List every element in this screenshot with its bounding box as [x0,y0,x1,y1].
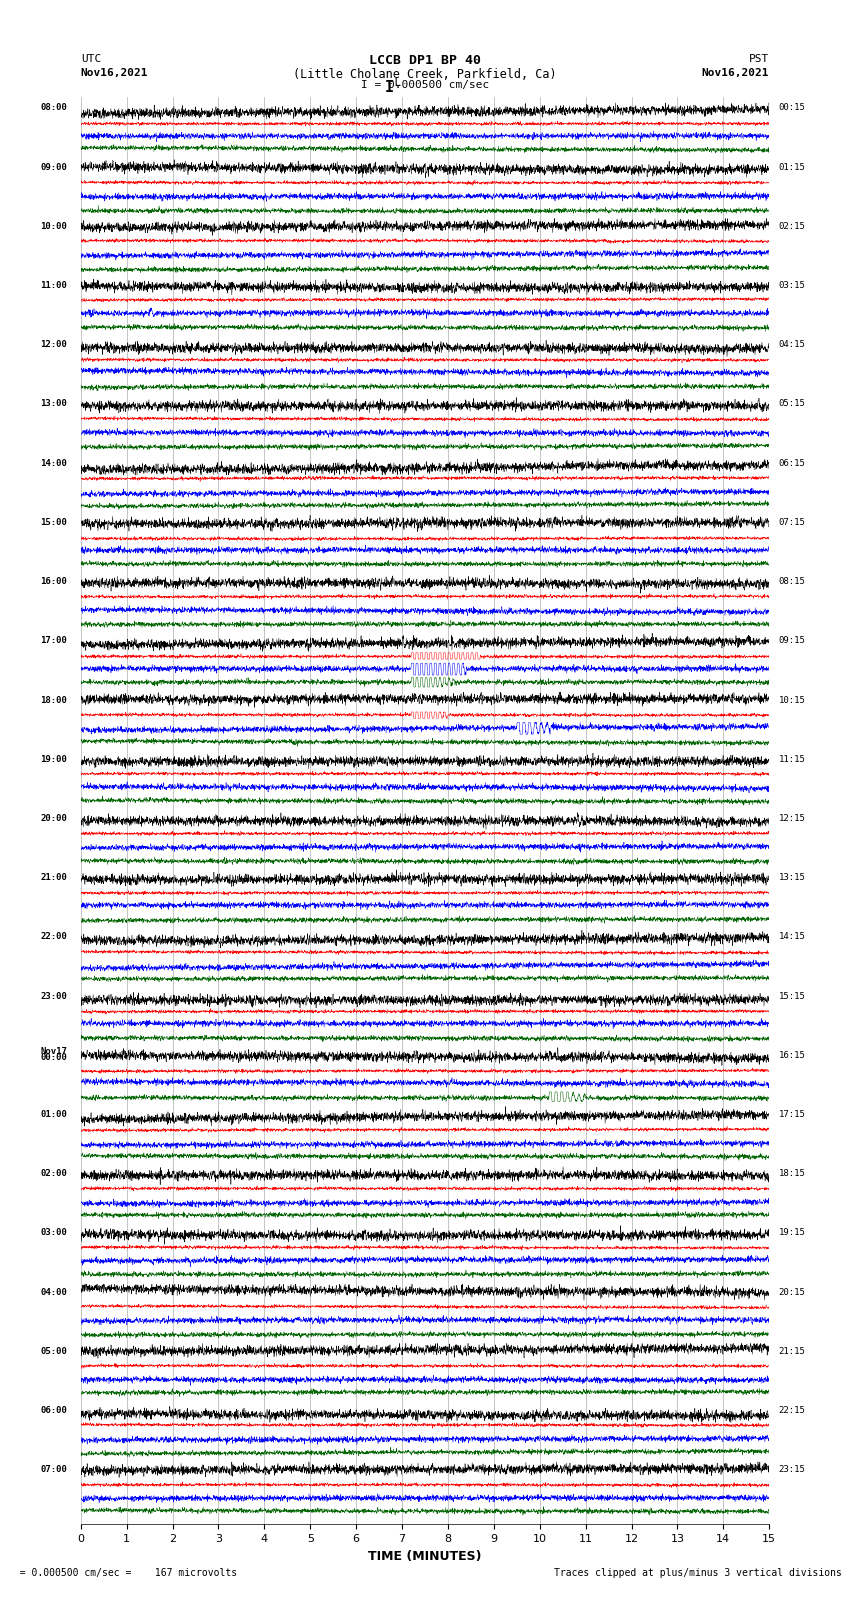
Text: 13:00: 13:00 [40,400,67,408]
Text: 15:00: 15:00 [40,518,67,527]
Text: (Little Cholane Creek, Parkfield, Ca): (Little Cholane Creek, Parkfield, Ca) [293,68,557,81]
Text: 09:00: 09:00 [40,163,67,171]
Text: 13:15: 13:15 [779,873,805,882]
Text: 00:00: 00:00 [40,1053,67,1061]
Text: 08:00: 08:00 [40,103,67,113]
Text: 22:00: 22:00 [40,932,67,942]
Text: 20:00: 20:00 [40,815,67,823]
Text: Traces clipped at plus/minus 3 vertical divisions: Traces clipped at plus/minus 3 vertical … [553,1568,842,1578]
Text: 23:15: 23:15 [779,1465,805,1474]
Text: 06:15: 06:15 [779,458,805,468]
Text: 18:15: 18:15 [779,1169,805,1177]
Text: PST: PST [749,53,769,65]
Text: 07:15: 07:15 [779,518,805,527]
Text: UTC: UTC [81,53,101,65]
Text: 11:00: 11:00 [40,281,67,290]
Text: 17:15: 17:15 [779,1110,805,1119]
Text: 05:00: 05:00 [40,1347,67,1357]
Text: 10:15: 10:15 [779,695,805,705]
X-axis label: TIME (MINUTES): TIME (MINUTES) [368,1550,482,1563]
Text: 16:00: 16:00 [40,577,67,586]
Text: Nov16,2021: Nov16,2021 [81,68,148,77]
Text: 12:15: 12:15 [779,815,805,823]
Text: Nov17: Nov17 [40,1047,67,1057]
Text: 04:00: 04:00 [40,1287,67,1297]
Text: 21:00: 21:00 [40,873,67,882]
Text: 06:00: 06:00 [40,1407,67,1415]
Text: LCCB DP1 BP 40: LCCB DP1 BP 40 [369,53,481,68]
Text: I = 0.000500 cm/sec: I = 0.000500 cm/sec [361,79,489,90]
Text: 19:00: 19:00 [40,755,67,763]
Text: 20:15: 20:15 [779,1287,805,1297]
Text: 10:00: 10:00 [40,223,67,231]
Text: 02:15: 02:15 [779,223,805,231]
Text: 23:00: 23:00 [40,992,67,1000]
Text: 03:00: 03:00 [40,1229,67,1237]
Text: I: I [384,79,394,95]
Text: 17:00: 17:00 [40,636,67,645]
Text: 00:15: 00:15 [779,103,805,113]
Text: = 0.000500 cm/sec =    167 microvolts: = 0.000500 cm/sec = 167 microvolts [8,1568,238,1578]
Text: 12:00: 12:00 [40,340,67,350]
Text: 07:00: 07:00 [40,1465,67,1474]
Text: 08:15: 08:15 [779,577,805,586]
Text: 01:15: 01:15 [779,163,805,171]
Text: 01:00: 01:00 [40,1110,67,1119]
Text: 14:15: 14:15 [779,932,805,942]
Text: 21:15: 21:15 [779,1347,805,1357]
Text: 09:15: 09:15 [779,636,805,645]
Text: 04:15: 04:15 [779,340,805,350]
Text: 16:15: 16:15 [779,1050,805,1060]
Text: 19:15: 19:15 [779,1229,805,1237]
Text: 11:15: 11:15 [779,755,805,763]
Text: 02:00: 02:00 [40,1169,67,1177]
Text: 18:00: 18:00 [40,695,67,705]
Text: 03:15: 03:15 [779,281,805,290]
Text: 15:15: 15:15 [779,992,805,1000]
Text: 05:15: 05:15 [779,400,805,408]
Text: Nov16,2021: Nov16,2021 [702,68,769,77]
Text: 22:15: 22:15 [779,1407,805,1415]
Text: └: └ [391,79,399,94]
Text: 14:00: 14:00 [40,458,67,468]
